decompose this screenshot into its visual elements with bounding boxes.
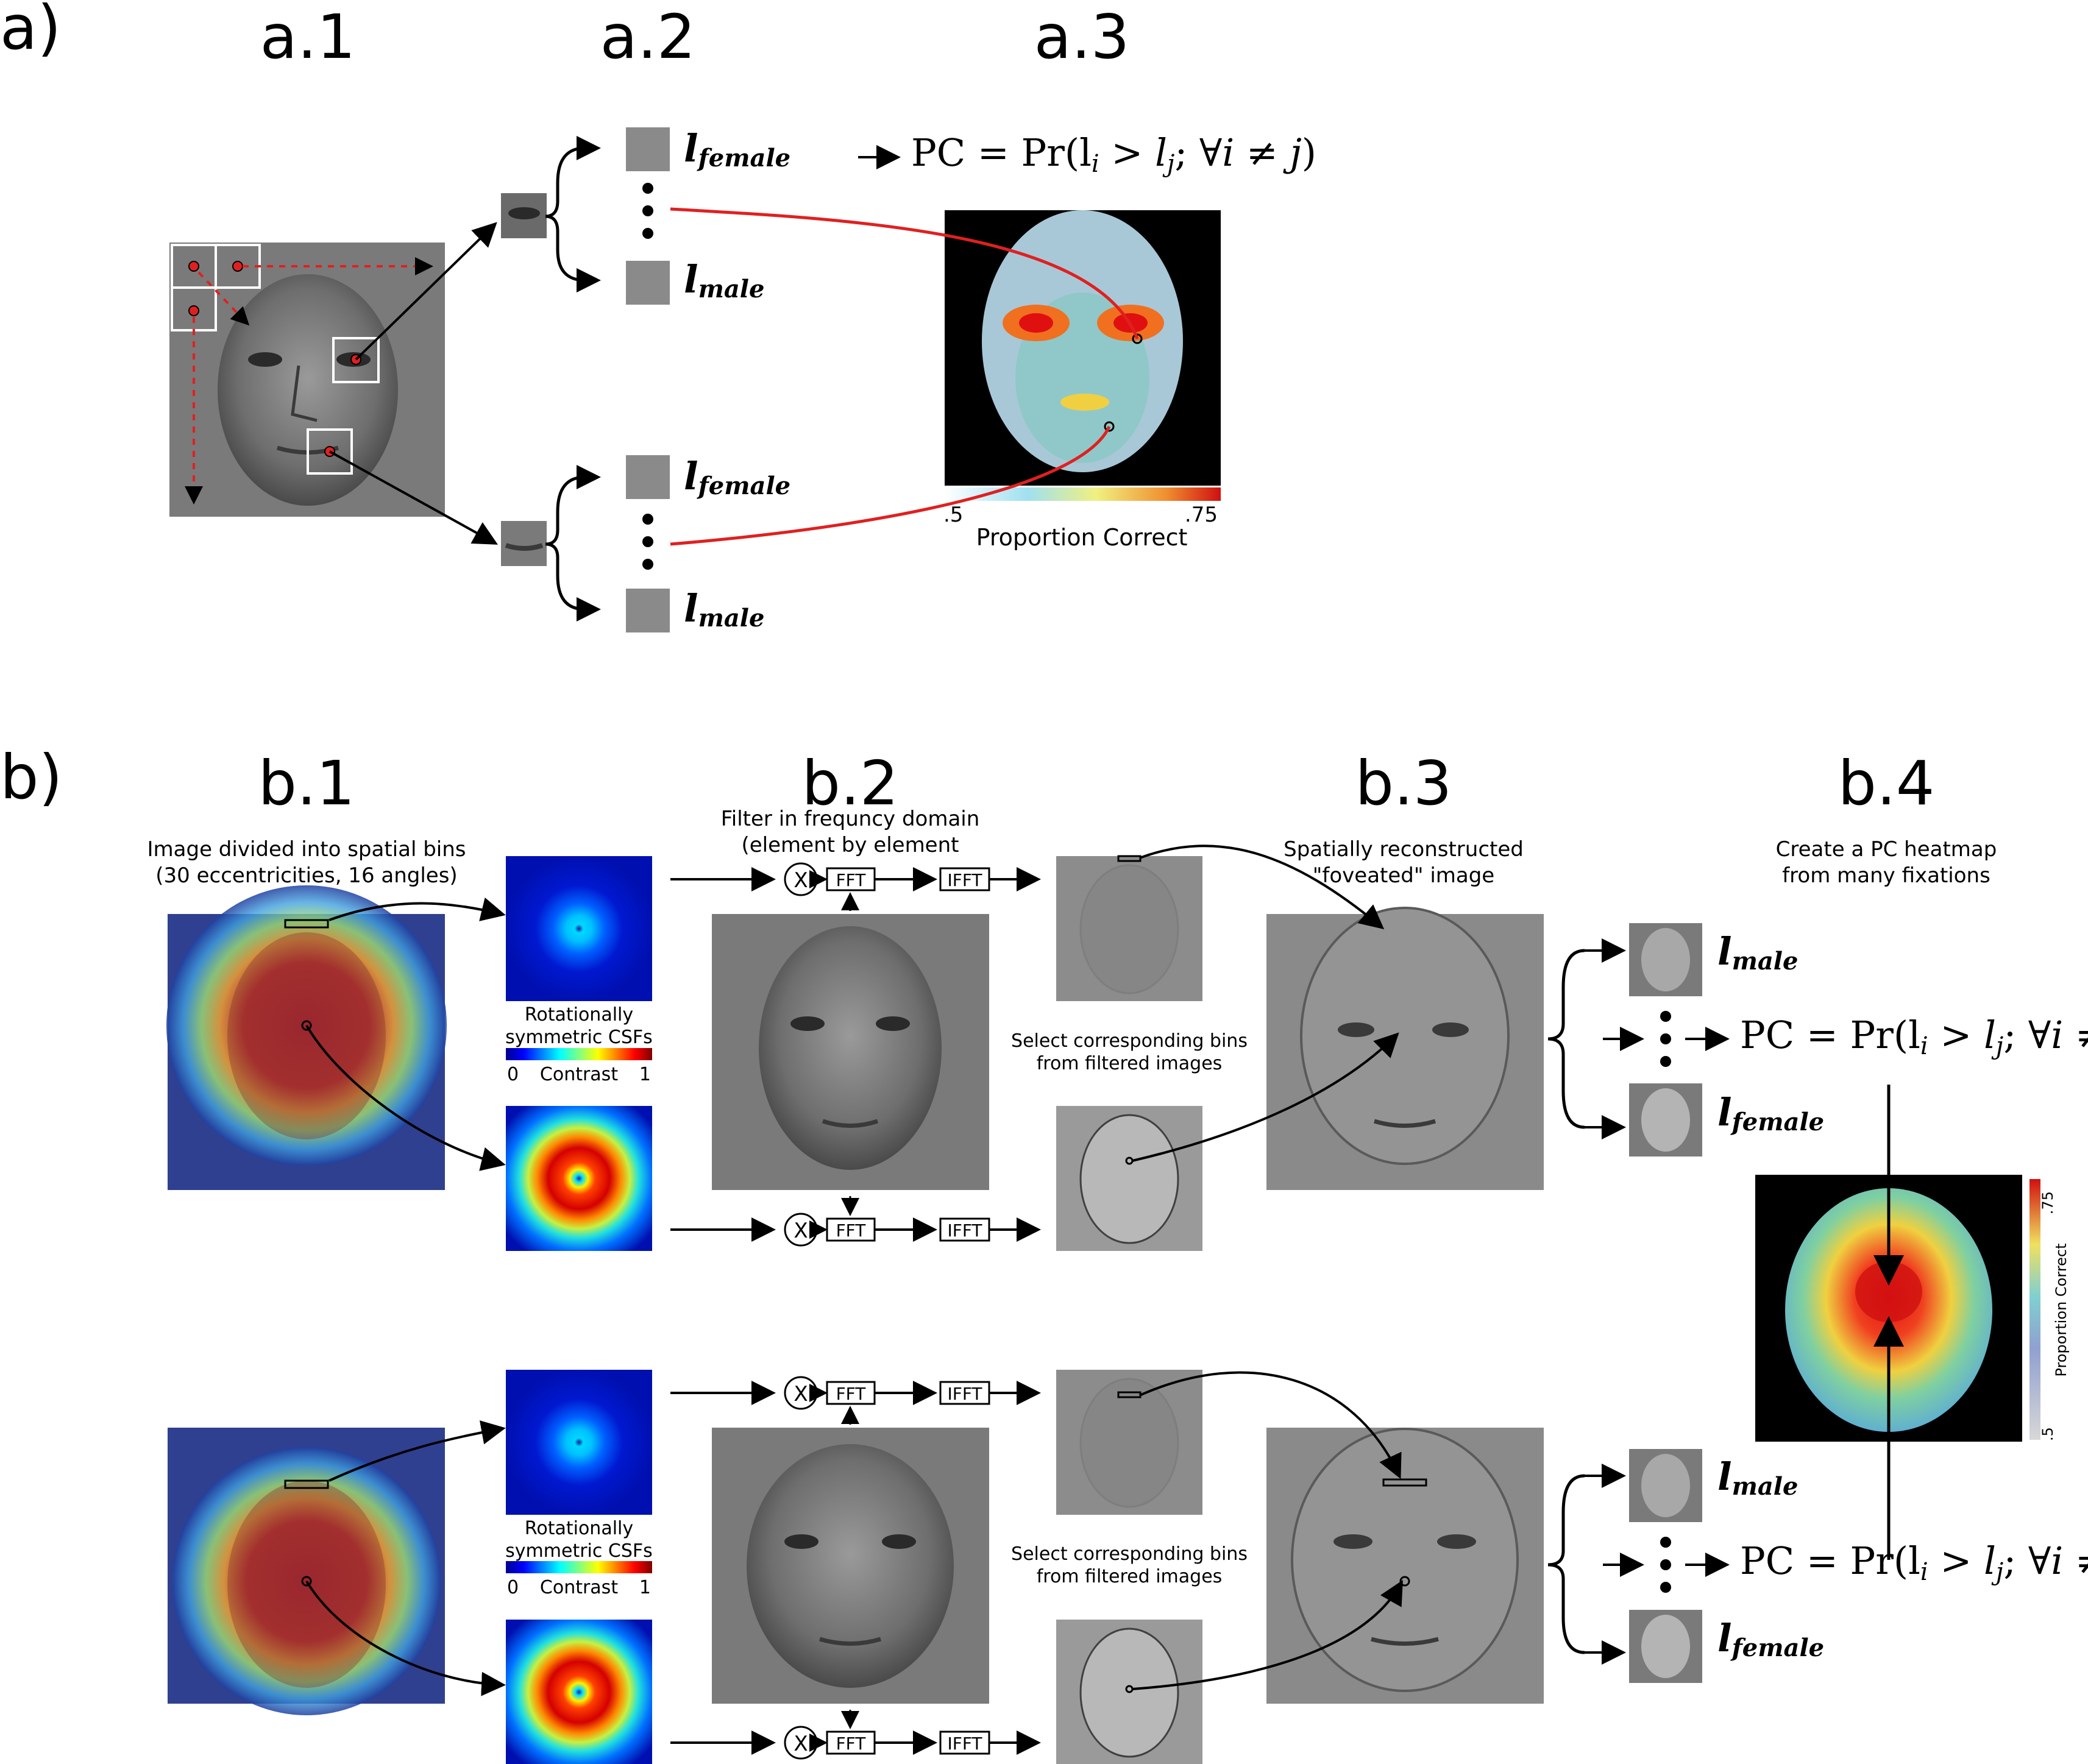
csf-label-1-row1: Rotationally (525, 1004, 633, 1025)
filtered-image-low-row1 (1056, 856, 1202, 1001)
csf-large-row2 (506, 1620, 652, 1764)
csf-small-row2 (506, 1370, 652, 1515)
b3-reconstructed-row1 (1266, 908, 1544, 1190)
b3-reconstructed-row2 (1266, 1428, 1544, 1704)
pipeline-row1-bottom: X FFT IFFT (670, 1196, 1036, 1245)
csf-label-2-row2: symmetric CSFs (505, 1540, 653, 1562)
formula-pc-b-row2: PC = Pr(li > lj; ∀i ≠ j) (1740, 1539, 2088, 1586)
b4-colorbar-max: .75 (2039, 1191, 2056, 1214)
svg-text:IFFT: IFFT (947, 1384, 982, 1404)
svg-text:FFT: FFT (836, 870, 867, 890)
select-bins-1-row1: Select corresponding bins (1011, 1030, 1248, 1052)
csf-mid-row2: Contrast (540, 1577, 618, 1598)
b4-ellipsis-row1 (1660, 1011, 1671, 1067)
svg-text:FFT: FFT (836, 1734, 867, 1754)
csf-small-row1 (506, 856, 652, 1001)
formula-pc-b-row1: PC = Pr(li > lj; ∀i ≠ j) (1740, 1013, 2088, 1060)
label-l-male-bottom: lmale (684, 586, 764, 632)
svg-text:X: X (794, 1732, 808, 1756)
b2-face-row1 (712, 914, 989, 1190)
csf-min-row2: 0 (507, 1577, 519, 1598)
csf-max-row2: 1 (639, 1577, 651, 1598)
svg-text:X: X (794, 1382, 808, 1406)
b1-bins-image-row1 (166, 885, 447, 1190)
filtered-image-high-row2 (1056, 1620, 1202, 1764)
b4-colorbar-title: Proportion Correct (2053, 1243, 2070, 1376)
a3-colorbar-min: .5 (943, 503, 963, 527)
label-l-female-b-row2: lfemale (1717, 1616, 1824, 1662)
b4-colorbar-min: .5 (2039, 1427, 2056, 1441)
select-bins-1-row2: Select corresponding bins (1011, 1543, 1248, 1565)
csf-min-row1: 0 (507, 1064, 519, 1085)
pipeline-row1-top: X FFT IFFT (670, 863, 1036, 911)
a3-heatmap (945, 210, 1221, 486)
b2-face-row2 (712, 1428, 989, 1704)
csf-mid-row1: Contrast (540, 1064, 618, 1085)
svg-text:IFFT: IFFT (947, 1734, 982, 1754)
a3-colorbar-max: .75 (1185, 503, 1218, 527)
csf-large-row1 (506, 1106, 652, 1251)
a2-ellipsis-dots (642, 183, 653, 570)
b3-caption-1: Spatially reconstructed (1284, 837, 1524, 862)
title-a2: a.2 (600, 1, 696, 73)
b4-caption-1: Create a PC heatmap (1776, 837, 1997, 862)
title-b1: b.1 (258, 748, 355, 819)
filtered-image-high-row1 (1056, 1106, 1202, 1251)
select-bins-2-row1: from filtered images (1037, 1053, 1223, 1074)
b1-bins-image-row2 (168, 1428, 445, 1715)
label-l-male-top: lmale (684, 257, 764, 303)
label-l-male-b-row2: lmale (1717, 1454, 1798, 1501)
title-a1: a.1 (260, 1, 356, 73)
b4-colorbar (2029, 1179, 2040, 1440)
svg-text:IFFT: IFFT (947, 870, 982, 890)
label-l-female-top: lfemale (684, 126, 790, 172)
b4-caption-2: from many fixations (1782, 863, 1990, 888)
formula-pc-a: PC = Pr(li > lj; ∀i ≠ j) (911, 130, 1316, 178)
title-b4: b.4 (1838, 748, 1935, 819)
svg-text:X: X (794, 1219, 808, 1243)
svg-text:FFT: FFT (836, 1220, 867, 1241)
title-a3: a.3 (1034, 1, 1130, 73)
csf-colorbar-row1 (506, 1048, 652, 1060)
filtered-image-low-row2 (1056, 1370, 1202, 1515)
a2-thumbnails (626, 127, 670, 632)
pipeline-row2-top: X FFT IFFT (670, 1377, 1036, 1425)
pipeline-row2-bottom: X FFT IFFT (670, 1710, 1036, 1759)
b2-caption-1: Filter in frequncy domain (721, 807, 980, 831)
panel-a-label: a) (0, 0, 61, 63)
label-l-female-b-row1: lfemale (1717, 1090, 1824, 1136)
csf-label-2-row1: symmetric CSFs (505, 1027, 653, 1048)
select-bins-2-row2: from filtered images (1037, 1566, 1223, 1587)
b3-caption-2: "foveated" image (1313, 863, 1494, 888)
csf-label-1-row2: Rotationally (525, 1518, 633, 1539)
svg-text:IFFT: IFFT (947, 1220, 982, 1241)
b1-caption-2: (30 eccentricities, 16 angles) (155, 863, 457, 888)
brace-bottom (545, 477, 585, 609)
b1-caption-1: Image divided into spatial bins (147, 837, 466, 862)
csf-colorbar-row2 (506, 1561, 652, 1573)
panel-b-label: b) (0, 742, 63, 813)
title-b3: b.3 (1355, 748, 1452, 819)
svg-text:X: X (794, 868, 808, 893)
svg-text:FFT: FFT (836, 1384, 867, 1404)
csf-max-row1: 1 (639, 1064, 651, 1085)
label-l-female-bottom: lfemale (684, 454, 790, 500)
label-l-male-b-row1: lmale (1717, 929, 1798, 976)
b2-caption-2: (element by element (742, 833, 959, 857)
brace-top (545, 148, 585, 280)
a3-colorbar-title: Proportion Correct (976, 524, 1188, 551)
b4-ellipsis-row2 (1660, 1537, 1671, 1593)
